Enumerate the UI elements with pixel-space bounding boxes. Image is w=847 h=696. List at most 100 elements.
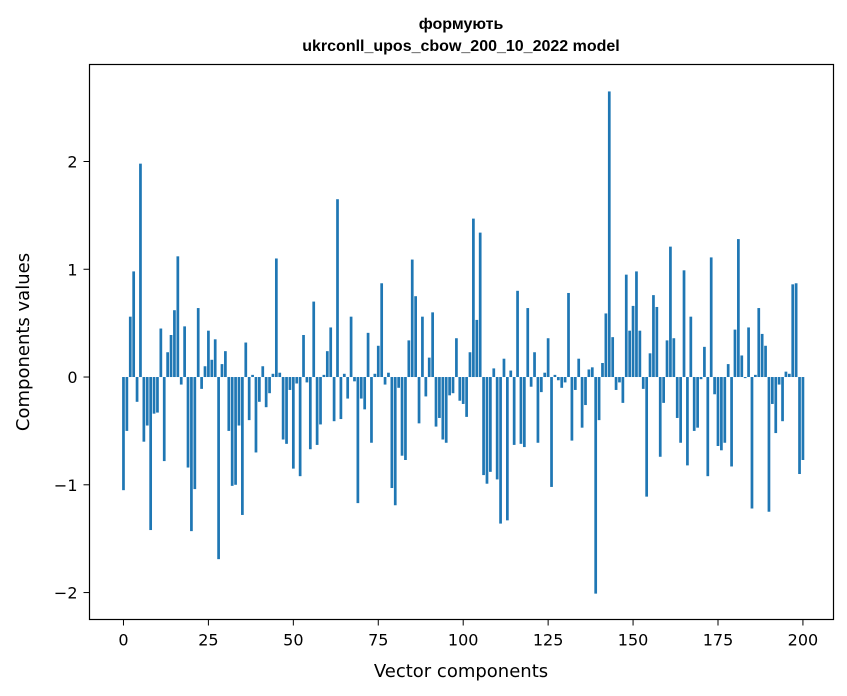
bar — [641, 377, 645, 389]
bar — [546, 338, 550, 378]
bar — [747, 327, 750, 378]
chart-title: формують — [419, 16, 504, 33]
bar — [526, 308, 530, 378]
bar — [142, 377, 146, 442]
bar — [489, 377, 492, 472]
bar — [427, 357, 431, 378]
bar — [251, 374, 254, 378]
bar — [329, 327, 333, 378]
x-axis-ticks: 0 25 50 75 100 125 150 175 200 — [118, 619, 818, 650]
bar — [570, 377, 574, 441]
bar — [699, 377, 703, 380]
bar — [770, 377, 774, 404]
bar — [431, 312, 434, 378]
bar — [159, 328, 163, 378]
bar — [709, 257, 713, 378]
bar — [682, 270, 686, 378]
bar — [200, 377, 203, 389]
bar — [706, 377, 710, 477]
x-tick-label: 50 — [283, 631, 303, 650]
bar — [733, 329, 737, 378]
bar — [312, 301, 316, 378]
bar — [455, 338, 458, 378]
bar — [506, 377, 509, 521]
x-tick-label: 0 — [118, 631, 128, 650]
bar — [791, 284, 795, 378]
bar — [764, 345, 767, 378]
bar — [380, 283, 384, 378]
bar — [139, 163, 142, 378]
bar — [482, 377, 485, 476]
bar — [754, 374, 757, 378]
bar — [645, 377, 649, 497]
bar — [696, 377, 699, 428]
bar — [325, 351, 329, 378]
bar — [614, 377, 618, 390]
bar — [247, 377, 251, 421]
bar — [308, 377, 312, 450]
bar — [295, 377, 299, 384]
x-tick-label: 100 — [448, 631, 479, 650]
bar — [387, 372, 390, 378]
bar — [621, 377, 625, 403]
bar — [356, 377, 360, 504]
bar — [179, 377, 183, 385]
plot-frame — [88, 63, 835, 621]
bar — [193, 377, 197, 490]
bar — [285, 377, 288, 444]
bar — [315, 377, 319, 445]
bar — [533, 352, 536, 378]
bar — [726, 364, 730, 378]
bar — [672, 338, 676, 378]
bar — [186, 377, 190, 468]
bar — [288, 377, 292, 390]
bar — [264, 377, 268, 408]
bar — [522, 377, 526, 448]
y-tick-label: 2 — [67, 152, 77, 171]
bar — [149, 377, 153, 531]
bar — [794, 283, 798, 378]
bar — [468, 352, 472, 378]
bar — [624, 274, 628, 378]
bar — [485, 377, 489, 484]
bar — [305, 377, 309, 383]
bar — [183, 326, 186, 378]
bar — [584, 377, 587, 406]
bar — [519, 377, 523, 444]
x-tick-label: 25 — [198, 631, 218, 650]
bar — [767, 377, 771, 512]
bar — [655, 306, 659, 378]
bar — [478, 232, 482, 378]
bar — [417, 377, 421, 424]
bar — [353, 377, 356, 382]
y-tick-label: −2 — [54, 584, 78, 603]
bar — [472, 218, 475, 378]
bar — [291, 377, 295, 469]
y-tick-label: 1 — [67, 260, 77, 279]
bar — [370, 377, 373, 443]
bar — [393, 377, 397, 506]
bar — [438, 377, 441, 418]
bar — [577, 358, 581, 378]
bar — [176, 256, 180, 378]
bar — [421, 316, 424, 378]
bar — [424, 377, 428, 397]
bar — [241, 377, 244, 515]
bar — [777, 377, 781, 385]
bar — [336, 199, 339, 378]
bar — [594, 377, 598, 594]
bar — [556, 377, 560, 381]
bar — [760, 333, 764, 378]
bar — [244, 342, 248, 378]
bar — [635, 271, 638, 378]
bar — [346, 377, 350, 399]
x-tick-label: 75 — [368, 631, 388, 650]
bar — [801, 377, 805, 460]
bar — [434, 377, 438, 427]
bar — [227, 377, 231, 431]
bar — [268, 377, 271, 394]
bar — [492, 368, 496, 378]
bar — [750, 377, 754, 509]
bar — [662, 377, 665, 403]
bar — [258, 377, 261, 402]
